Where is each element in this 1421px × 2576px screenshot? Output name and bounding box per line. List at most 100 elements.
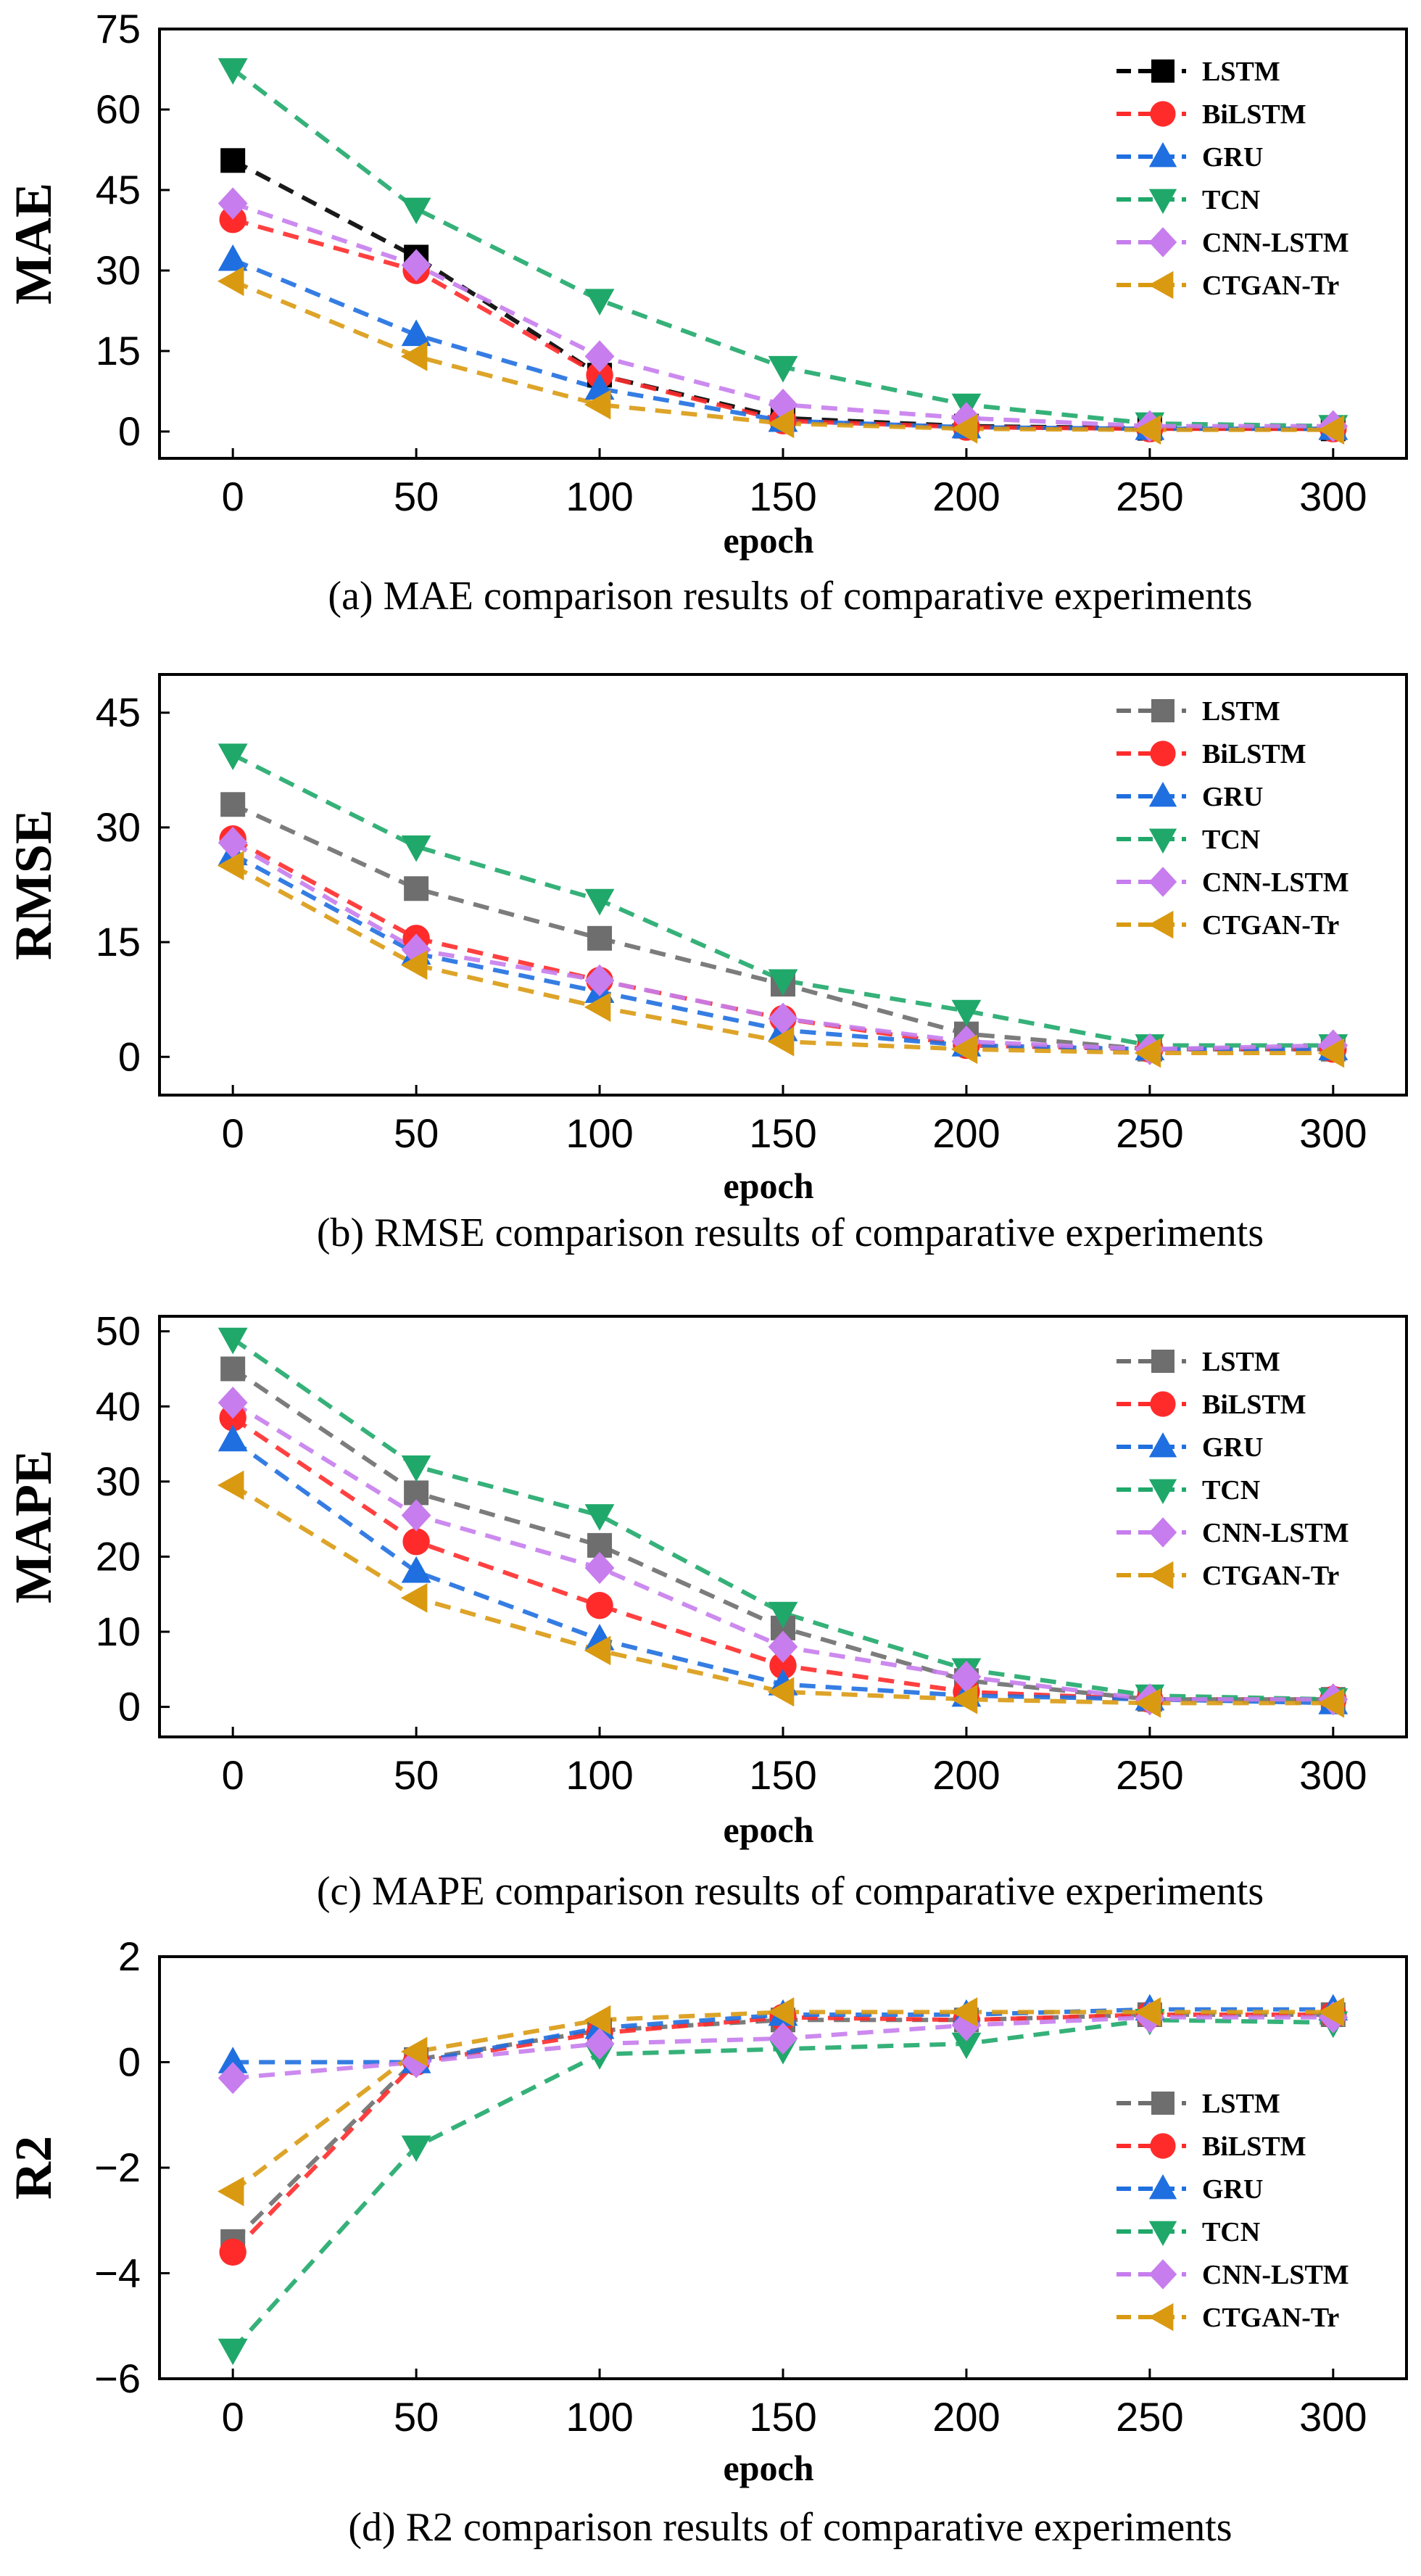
legend-marker [1148,1517,1177,1548]
data-point-ctgan-tr [1317,1688,1345,1718]
legend-marker [1151,2092,1174,2115]
data-point-ctgan-tr [1134,415,1161,445]
chart-panel-1: 0 50 100 150 200 250 300 0 15 30 45 60 75 MAE epoch LST… [4,6,1408,619]
legend-label: BiLSTM [1202,99,1306,130]
legend-marker [1148,2303,1174,2332]
legend-label: CNN-LSTM [1202,1518,1349,1548]
data-point-tcn [401,1455,431,1482]
legend-label: LSTM [1202,1347,1280,1377]
data-point-bilstm [219,206,246,234]
legend-marker [1148,867,1177,897]
data-point-bilstm [219,2238,246,2266]
data-point-tcn [218,743,248,770]
data-point-cnn-lstm [218,1387,248,1419]
data-point-ctgan-tr [1317,1997,1345,2027]
x-tick-label: 250 [1116,474,1183,519]
y-tick-label: 0 [118,408,141,454]
legend-marker [1148,828,1177,854]
chart-panel-2: 0 50 100 150 200 250 300 0 15 30 45 RMSE epoch LSTM Bi… [4,673,1408,1255]
y-tick-label: 30 [96,247,141,293]
data-point-ctgan-tr [217,1470,244,1500]
data-point-bilstm [586,1592,613,1619]
y-tick-label: 40 [96,1383,141,1429]
x-tick-label: 300 [1299,1110,1367,1156]
data-point-cnn-lstm [218,826,248,859]
data-point-gru [218,244,248,271]
legend-marker [1148,1561,1174,1590]
data-point-tcn [768,355,798,383]
legend-label: CTGAN-Tr [1202,271,1339,301]
legend-marker [1148,2221,1177,2246]
data-point-tcn [218,2338,248,2366]
data-point-tcn [768,1601,798,1629]
x-tick-label: 250 [1116,2394,1183,2440]
legend-label: LSTM [1202,57,1280,87]
y-tick-label: 45 [96,690,141,735]
legend-label: TCN [1202,2217,1260,2247]
x-tick-label: 150 [749,474,816,519]
legend-label: CTGAN-Tr [1202,910,1339,941]
legend-marker [1150,2133,1176,2159]
x-tick-label: 250 [1116,1110,1183,1156]
data-point-lstm [404,876,429,901]
x-tick-label: 100 [566,1110,633,1156]
data-point-cnn-lstm [584,340,615,373]
data-point-lstm [220,148,246,173]
legend-label: TCN [1202,1475,1260,1506]
legend-marker [1148,227,1177,257]
y-tick-label: 2 [118,1933,141,1979]
data-point-ctgan-tr [767,1997,795,2027]
x-axis-label: epoch [724,1165,814,1206]
x-axis-label: epoch [724,1809,814,1850]
y-tick-label: −4 [94,2250,141,2296]
legend-label: BiLSTM [1202,1390,1306,1420]
legend-label: TCN [1202,185,1260,215]
data-point-gru [218,1424,248,1452]
data-point-ctgan-tr [217,266,244,297]
legend-label: GRU [1202,142,1263,173]
data-point-cnn-lstm [768,1630,798,1663]
data-point-ctgan-tr [217,851,244,881]
legend-label: CNN-LSTM [1202,867,1349,898]
data-point-tcn [401,835,431,862]
data-point-cnn-lstm [218,187,248,220]
data-point-cnn-lstm [218,2062,248,2094]
data-point-tcn [584,1504,615,1531]
legend-marker [1148,782,1177,807]
x-tick-label: 100 [566,1752,633,1798]
y-tick-label: −6 [94,2356,141,2401]
data-point-ctgan-tr [950,1997,978,2027]
x-tick-label: 0 [222,1752,244,1798]
chart-panel-3: 0 50 100 150 200 250 300 0 10 20 30 40 50 MAPE epoch LS… [4,1308,1408,1914]
data-point-tcn [768,969,798,996]
legend-label: LSTM [1202,696,1280,727]
y-tick-label: 20 [96,1533,141,1579]
data-point-cnn-lstm [584,1551,615,1585]
legend-label: GRU [1202,2174,1263,2205]
y-axis-label: R2 [4,2136,62,2200]
y-tick-label: 30 [96,1458,141,1504]
y-tick-label: 45 [96,167,141,212]
x-tick-label: 300 [1299,1752,1367,1798]
data-point-ctgan-tr [584,2005,611,2035]
data-point-cnn-lstm [951,1661,982,1693]
y-tick-label: 15 [96,919,141,965]
data-point-ctgan-tr [400,2036,428,2067]
y-tick-label: 75 [96,6,141,51]
data-point-ctgan-tr [584,992,611,1023]
data-point-bilstm [402,1528,430,1556]
x-tick-label: 250 [1116,1752,1183,1798]
data-point-tcn [218,1327,248,1355]
data-point-ctgan-tr [584,1635,611,1666]
legend-marker [1151,699,1174,722]
data-point-ctgan-tr [217,2176,244,2207]
legend-marker [1150,101,1176,127]
legend-marker [1148,1432,1177,1458]
y-tick-label: 0 [118,2039,141,2085]
legend-label: CNN-LSTM [1202,2260,1349,2290]
x-axis-label: epoch [724,2448,814,2488]
figure-caption: (a) MAE comparison results of comparativ… [328,574,1252,619]
data-point-tcn [401,2135,431,2163]
data-point-cnn-lstm [584,964,615,996]
legend-marker [1148,189,1177,214]
